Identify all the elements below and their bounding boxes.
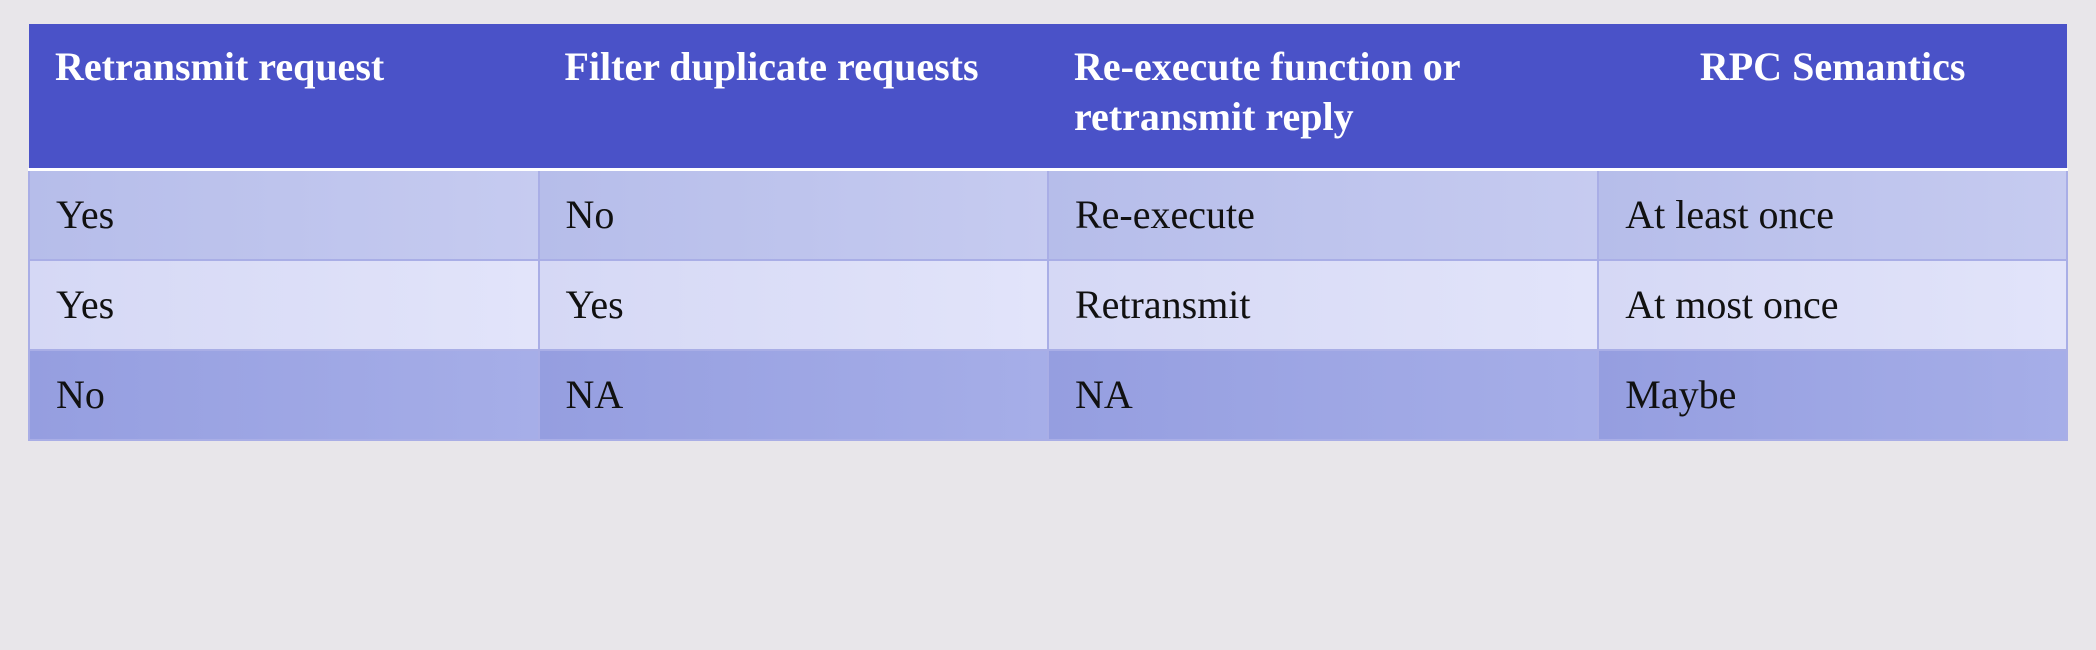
rpc-semantics-table: Retransmit request Filter duplicate requ… [28, 24, 2068, 441]
table-row: Yes Yes Retransmit At most once [29, 260, 2067, 350]
cell-reexecute-or-retransmit: Re-execute [1048, 170, 1598, 261]
cell-reexecute-or-retransmit: Retransmit [1048, 260, 1598, 350]
table-row: No NA NA Maybe [29, 350, 2067, 440]
col-header-retransmit-request: Retransmit request [29, 24, 539, 170]
table-header-row: Retransmit request Filter duplicate requ… [29, 24, 2067, 170]
cell-filter-duplicates: No [539, 170, 1049, 261]
col-header-reexecute-or-retransmit: Re-execute function or retransmit reply [1048, 24, 1598, 170]
cell-filter-duplicates: Yes [539, 260, 1049, 350]
col-header-filter-duplicates: Filter duplicate requests [539, 24, 1049, 170]
table-row: Yes No Re-execute At least once [29, 170, 2067, 261]
cell-rpc-semantics: At most once [1598, 260, 2067, 350]
cell-retransmit-request: No [29, 350, 539, 440]
cell-retransmit-request: Yes [29, 260, 539, 350]
cell-reexecute-or-retransmit: NA [1048, 350, 1598, 440]
cell-rpc-semantics: Maybe [1598, 350, 2067, 440]
col-header-rpc-semantics: RPC Semantics [1598, 24, 2067, 170]
cell-retransmit-request: Yes [29, 170, 539, 261]
cell-filter-duplicates: NA [539, 350, 1049, 440]
cell-rpc-semantics: At least once [1598, 170, 2067, 261]
